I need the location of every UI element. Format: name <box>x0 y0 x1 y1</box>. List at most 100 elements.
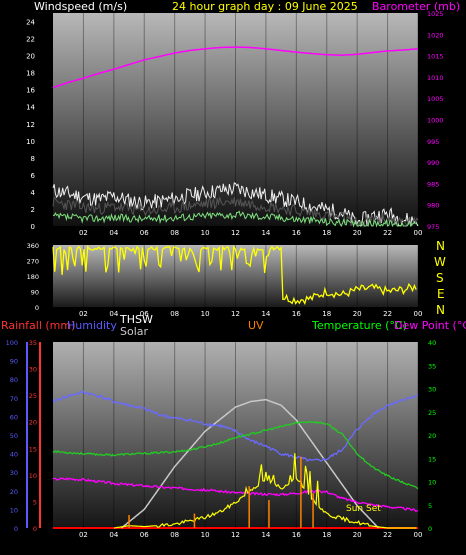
legend-solar: Solar <box>120 325 149 338</box>
temperature-y-tick-label: 25 <box>428 409 436 417</box>
rainfall-y-tick-label: 15 <box>29 445 37 453</box>
rainfall-y-tick-label: 5 <box>33 498 37 506</box>
temperature-x-tick-label: 00 <box>414 531 423 539</box>
barometer-y-tick-label: 980 <box>427 202 439 210</box>
temperature-x-tick-label: 18 <box>322 531 331 539</box>
temperature-y-tick-label: 30 <box>428 386 436 394</box>
windspeed-x-tick-label: 06 <box>140 229 149 237</box>
temperature-x-tick-label: 02 <box>79 531 88 539</box>
legend-dewpoint: Dew Point (°C) <box>394 319 466 332</box>
windspeed-x-tick-label: 04 <box>109 229 118 237</box>
temperature-y-tick-label: 35 <box>428 362 436 370</box>
windspeed-y-tick-label: 16 <box>26 87 35 95</box>
windspeed-x-tick-label: 02 <box>79 229 88 237</box>
barometer-y-tick-label: 1000 <box>427 117 444 125</box>
windspeed-x-tick-label: 00 <box>414 229 423 237</box>
rainfall-y-tick-label: 30 <box>29 366 37 374</box>
temperature-x-tick-label: 16 <box>292 531 301 539</box>
dewpoint-line <box>52 477 419 512</box>
wind-direction-y-tick-label: 360 <box>27 242 39 250</box>
windspeed-y-tick-label: 0 <box>31 223 35 231</box>
windspeed-plot-area <box>53 13 418 226</box>
windspeed-x-tick-label: 20 <box>353 229 362 237</box>
wind-direction-x-tick-label: 12 <box>231 310 240 318</box>
wind-direction-x-tick-label: 22 <box>383 310 392 318</box>
compass-north-top: N <box>436 239 445 253</box>
windspeed-y-tick-label: 12 <box>26 121 35 129</box>
barometer-line <box>52 46 419 89</box>
compass-south: S <box>436 271 444 285</box>
windspeed-x-tick-label: 10 <box>201 229 210 237</box>
barometer-y-tick-label: 1020 <box>427 31 444 39</box>
humidity-y-tick-label: 20 <box>10 488 18 496</box>
temperature-line <box>52 420 419 490</box>
wind-direction-line <box>52 245 417 306</box>
temperature-x-tick-label: 22 <box>383 531 392 539</box>
windspeed-y-tick-label: 18 <box>26 70 35 78</box>
humidity-y-tick-label: 0 <box>14 525 18 533</box>
rainfall-y-tick-label: 0 <box>33 525 37 533</box>
temperature-y-tick-label: 20 <box>428 432 436 440</box>
barometer-y-tick-label: 1025 <box>427 10 444 18</box>
wind-direction-x-tick-label: 20 <box>353 310 362 318</box>
windspeed-y-tick-label: 20 <box>26 53 35 61</box>
temperature-y-tick-label: 0 <box>428 525 432 533</box>
wind-direction-plot-area <box>53 245 418 307</box>
legend-temperature: Temperature (°C) <box>312 319 407 332</box>
temperature-y-tick-label: 15 <box>428 455 436 463</box>
windspeed-y-tick-label: 10 <box>26 138 35 146</box>
windspeed-x-tick-label: 14 <box>261 229 270 237</box>
wind-direction-x-tick-label: 10 <box>201 310 210 318</box>
uv-line <box>113 453 417 529</box>
humidity-line <box>52 390 418 463</box>
rainfall-y-tick-label: 25 <box>29 392 37 400</box>
wind-direction-y-tick-label: 0 <box>35 304 39 312</box>
compass-east: E <box>437 287 445 301</box>
barometer-y-tick-label: 1005 <box>427 95 444 103</box>
windspeed-x-tick-label: 22 <box>383 229 392 237</box>
legend-thsw: THSW <box>120 313 153 326</box>
temperature-x-tick-label: 12 <box>231 531 240 539</box>
legend-uv: UV <box>248 319 264 332</box>
wind-direction-x-tick-label: 00 <box>414 310 423 318</box>
temperature-plot-area <box>53 342 418 528</box>
barometer-y-tick-label: 990 <box>427 159 439 167</box>
windspeed-x-tick-label: 16 <box>292 229 301 237</box>
wind-direction-x-tick-label: 04 <box>109 310 118 318</box>
barometer-y-tick-label: 975 <box>427 223 439 231</box>
solar-curve <box>120 398 380 529</box>
windspeed-y-tick-label: 14 <box>26 104 35 112</box>
temperature-x-tick-label: 14 <box>261 531 270 539</box>
humidity-y-tick-label: 10 <box>10 506 18 514</box>
legend-humidity: Humidity <box>67 319 117 332</box>
temperature-x-tick-label: 06 <box>140 531 149 539</box>
temperature-x-tick-label: 10 <box>201 531 210 539</box>
windspeed-x-tick-label: 08 <box>170 229 179 237</box>
wind-direction-x-tick-label: 16 <box>292 310 301 318</box>
barometer-y-tick-label: 995 <box>427 138 439 146</box>
wind-direction-y-tick-label: 270 <box>27 258 39 266</box>
wind-direction-x-tick-label: 14 <box>261 310 270 318</box>
windspeed-y-tick-label: 22 <box>26 36 35 44</box>
wind-direction-x-tick-label: 18 <box>322 310 331 318</box>
temperature-y-tick-label: 40 <box>428 339 436 347</box>
windspeed-y-tick-label: 4 <box>31 189 36 197</box>
humidity-y-tick-label: 90 <box>10 358 18 366</box>
rainfall-y-tick-label: 35 <box>29 339 37 347</box>
sunset-annotation: Sun Set <box>346 504 381 514</box>
windspeed-y-tick-label: 24 <box>26 19 35 27</box>
compass-west: W <box>434 255 446 269</box>
wind-direction-x-tick-label: 06 <box>140 310 149 318</box>
humidity-y-tick-label: 70 <box>10 395 18 403</box>
barometer-axis-title: Barometer (mb) <box>372 0 461 13</box>
temperature-x-tick-label: 04 <box>109 531 118 539</box>
wind-direction-y-tick-label: 90 <box>31 289 39 297</box>
rainfall-y-tick-label: 10 <box>29 472 37 480</box>
windspeed-y-tick-label: 2 <box>31 206 35 214</box>
rainfall-y-tick-label: 20 <box>29 419 37 427</box>
wind-direction-x-tick-label: 02 <box>79 310 88 318</box>
windspeed-axis-title: Windspeed (m/s) <box>34 0 128 13</box>
barometer-y-tick-label: 985 <box>427 180 439 188</box>
humidity-y-tick-label: 40 <box>10 451 18 459</box>
